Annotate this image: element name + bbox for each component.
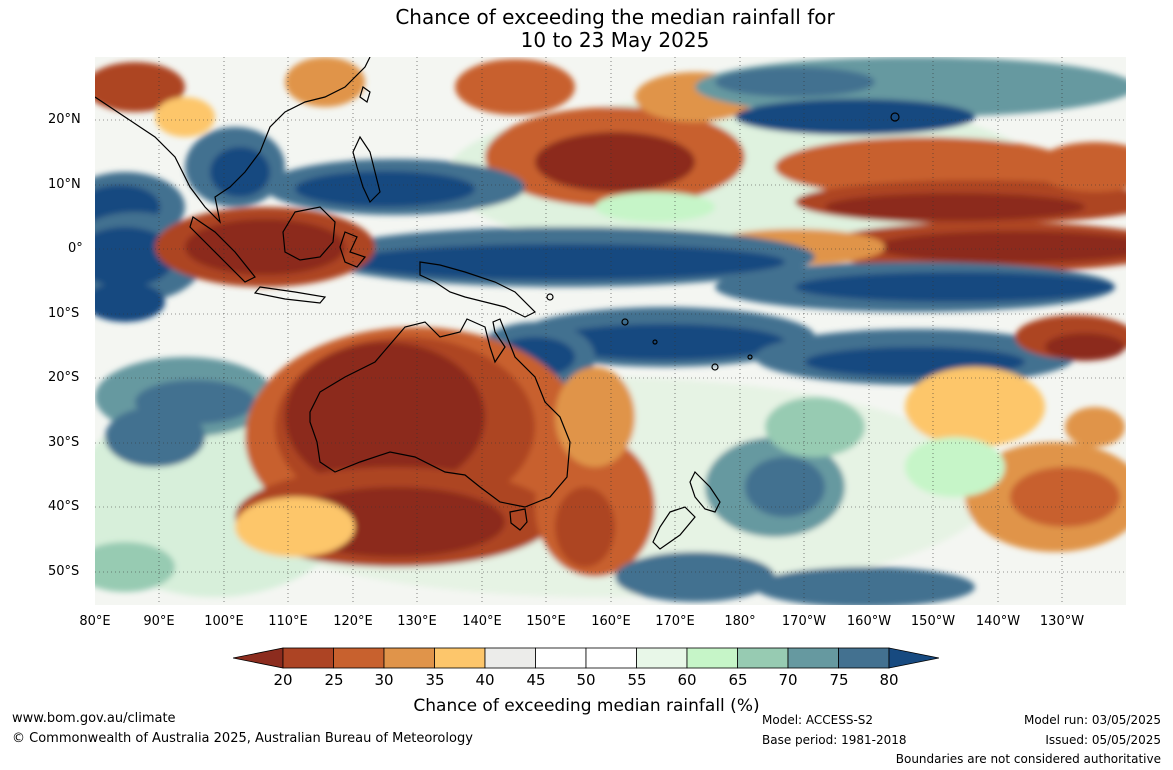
colorbar-cell	[333, 647, 385, 669]
philippines-coastline	[352, 135, 381, 204]
colorbar-cell	[585, 647, 637, 669]
footer-website: www.bom.gov.au/climate	[12, 711, 176, 726]
footer-base-period: Base period: 1981-2018	[762, 733, 907, 747]
footer-model: Model: ACCESS-S2	[762, 713, 874, 727]
new-zealand-coastline	[652, 470, 721, 550]
colorbar-cell	[787, 647, 839, 669]
colorbar-cell	[383, 647, 435, 669]
lon-label-100e: 100°E	[204, 614, 244, 629]
colorbar-tick-45: 45	[526, 671, 546, 689]
colorbar-title: Chance of exceeding median rainfall (%)	[413, 696, 760, 716]
australia-coastline	[309, 318, 571, 508]
rainfall-map	[95, 57, 1126, 605]
java-coastline	[253, 286, 327, 304]
colorbar-cell	[636, 647, 688, 669]
lat-label-20s: 20°S	[48, 370, 80, 385]
lon-label-170w: 170°W	[781, 614, 827, 629]
colorbar-tick-35: 35	[425, 671, 445, 689]
colorbar-tick-40: 40	[475, 671, 495, 689]
colorbar-tick-20: 20	[273, 671, 293, 689]
borneo-coastline	[282, 206, 336, 261]
lon-label-150w: 150°W	[910, 614, 956, 629]
colorbar-tick-25: 25	[324, 671, 344, 689]
graticule	[95, 57, 1126, 605]
colorbar-cell	[484, 647, 536, 669]
colorbar-tick-50: 50	[576, 671, 596, 689]
sulawesi-coastline	[339, 231, 367, 268]
lon-label-150e: 150°E	[526, 614, 566, 629]
lat-label-10n: 10°N	[48, 177, 81, 192]
southeast-asia-coastline	[95, 57, 371, 224]
lat-label-40s: 40°S	[48, 499, 80, 514]
lat-label-30s: 30°S	[48, 435, 80, 450]
new-guinea-coastline	[419, 261, 537, 318]
lon-label-110e: 110°E	[268, 614, 308, 629]
lon-label-140e: 140°E	[462, 614, 502, 629]
lat-label-10s: 10°S	[48, 306, 80, 321]
colorbar-tick-70: 70	[778, 671, 798, 689]
map-title-line2: 10 to 23 May 2025	[520, 28, 710, 52]
rainfall-shading	[95, 57, 1126, 605]
footer-issued: Issued: 05/05/2025	[1045, 733, 1161, 747]
colorbar-cell	[838, 647, 890, 669]
footer-disclaimer: Boundaries are not considered authoritat…	[895, 752, 1161, 766]
lon-label-90e: 90°E	[143, 614, 175, 629]
colorbar-extend-low	[233, 647, 284, 669]
tasmania-coastline	[509, 508, 528, 531]
sumatra-coastline	[189, 216, 256, 283]
footer-model-run: Model run: 03/05/2025	[1023, 713, 1161, 727]
colorbar-tick-80: 80	[879, 671, 899, 689]
lat-label-50s: 50°S	[48, 564, 80, 579]
colorbar-cell	[737, 647, 789, 669]
lat-label-20n: 20°N	[48, 112, 81, 127]
lon-label-170e: 170°E	[655, 614, 695, 629]
colorbar-tick-75: 75	[829, 671, 849, 689]
colorbar-tick-65: 65	[728, 671, 748, 689]
colorbar-tick-55: 55	[627, 671, 647, 689]
colorbar-cell	[686, 647, 738, 669]
lat-label-0: 0°	[68, 241, 83, 256]
lon-label-130e: 130°E	[397, 614, 437, 629]
lon-label-160e: 160°E	[591, 614, 631, 629]
lon-label-120e: 120°E	[333, 614, 373, 629]
lon-label-140w: 140°W	[975, 614, 1021, 629]
colorbar-cell	[535, 647, 587, 669]
footer-copyright: © Commonwealth of Australia 2025, Austra…	[12, 731, 473, 746]
colorbar-cell	[434, 647, 486, 669]
colorbar-extend-high	[888, 647, 939, 669]
coastlines	[95, 57, 900, 550]
lon-label-130w: 130°W	[1039, 614, 1085, 629]
lon-label-180: 180°	[724, 614, 756, 629]
map-title-line1: Chance of exceeding the median rainfall …	[395, 5, 835, 29]
colorbar-tick-30: 30	[374, 671, 394, 689]
lon-label-160w: 160°W	[846, 614, 892, 629]
colorbar	[233, 647, 939, 669]
taiwan-coastline	[359, 86, 371, 103]
colorbar-tick-60: 60	[677, 671, 697, 689]
colorbar-cell	[282, 647, 334, 669]
lon-label-80e: 80°E	[79, 614, 111, 629]
